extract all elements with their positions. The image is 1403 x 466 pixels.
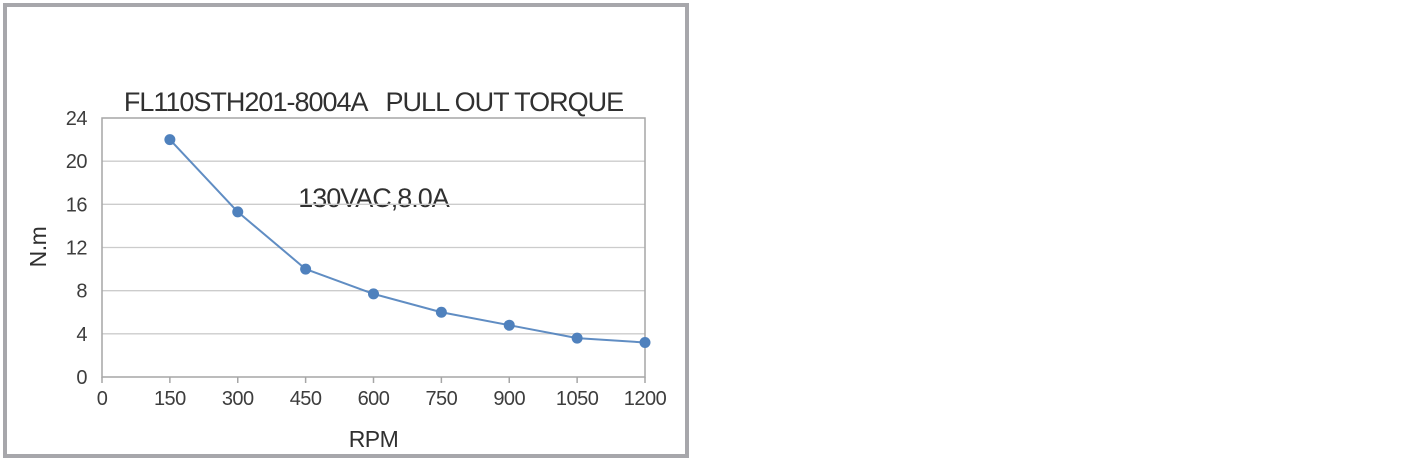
torque-plot: 0 4 8 12 16 20 24 0 150 300 450 600 750 900 1050 1200 [66, 108, 667, 410]
x-tick-label: 300 [222, 388, 254, 410]
x-tick-label: 900 [493, 388, 525, 410]
y-tick-label: 8 [76, 281, 87, 303]
chart-title: FL110STH201-8004A PULL OUT TORQUE 130VAC… [102, 22, 645, 278]
x-tick-labels: 0 150 300 450 600 750 900 1050 1200 [97, 388, 667, 410]
x-tick-marks [101, 377, 646, 383]
x-tick-label: 1200 [624, 388, 667, 410]
y-tick-label: 0 [76, 367, 87, 389]
data-point [639, 336, 651, 348]
x-axis-title: RPM [348, 426, 399, 452]
x-tick-label: 150 [154, 388, 186, 410]
series-line [169, 138, 646, 344]
x-tick-label: 600 [358, 388, 390, 410]
data-point [300, 263, 312, 275]
data-point [164, 134, 176, 146]
data-point [571, 332, 583, 344]
x-tick-label: 1050 [556, 388, 599, 410]
y-tick-label: 4 [76, 324, 87, 346]
y-tick-label: 16 [66, 194, 88, 216]
data-point [232, 206, 244, 218]
y-tick-label: 24 [66, 108, 88, 130]
x-tick-label: 450 [290, 388, 322, 410]
chart-panel [3, 3, 689, 458]
x-tick-label: 0 [97, 388, 108, 410]
data-point [503, 319, 515, 331]
y-tick-labels: 0 4 8 12 16 20 24 [66, 108, 88, 389]
chart-title-line1: FL110STH201-8004A PULL OUT TORQUE [123, 87, 624, 117]
series-markers [164, 134, 651, 348]
y-tick-label: 12 [66, 238, 88, 260]
y-tick-label: 20 [66, 151, 88, 173]
data-point [435, 306, 447, 318]
grid-layer [102, 160, 645, 335]
data-point [368, 288, 379, 300]
chart-title-line2: 130VAC,8.0A [298, 183, 450, 213]
x-tick-label: 750 [425, 388, 457, 410]
